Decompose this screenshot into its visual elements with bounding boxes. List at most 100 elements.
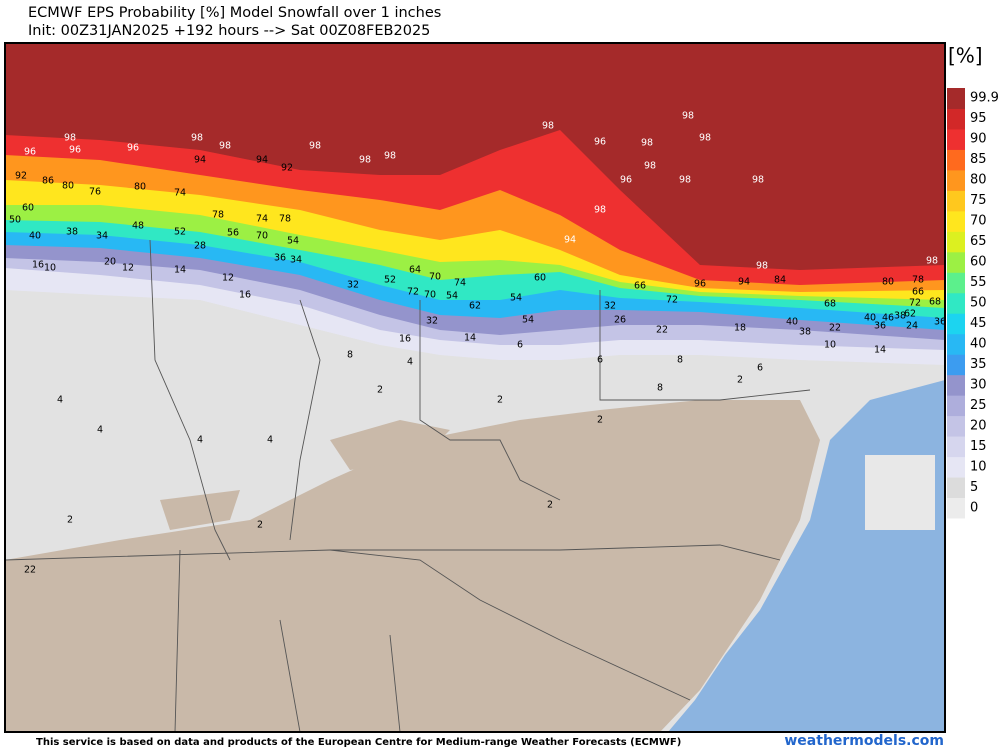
colorbar-label: 80	[970, 173, 987, 188]
map-label: 34	[96, 231, 108, 242]
colorbar-label: 99.9	[970, 91, 999, 106]
map-label: 36	[874, 321, 886, 332]
map-label: 80	[134, 182, 146, 193]
map-label: 98	[926, 256, 938, 267]
map-label: 52	[384, 275, 396, 286]
map-label: 4	[197, 435, 203, 446]
map-label: 48	[132, 221, 144, 232]
map-label: 4	[267, 435, 273, 446]
map-label: 96	[127, 143, 139, 154]
colorbar-swatch	[947, 415, 965, 437]
map-label: 94	[564, 235, 576, 246]
colorbar-label: 45	[970, 316, 987, 331]
title: ECMWF EPS Probability [%] Model Snowfall…	[28, 5, 441, 21]
colorbar-label: 0	[970, 500, 978, 515]
map-label: 16	[399, 334, 411, 345]
map-label: 96	[24, 147, 36, 158]
ocean-cells	[865, 455, 935, 530]
colorbar-swatch	[947, 210, 965, 232]
colorbar-label: 95	[970, 111, 987, 126]
map-label: 78	[912, 275, 924, 286]
colorbar-swatch	[947, 272, 965, 294]
map-label: 10	[44, 263, 56, 274]
map-label: 94	[738, 277, 750, 288]
borders	[5, 239, 811, 732]
colorbar-swatch	[947, 108, 965, 130]
colorbar-label: 85	[970, 152, 987, 167]
map-label: 98	[679, 175, 691, 186]
map-label: 80	[62, 181, 74, 192]
map-label: 38	[66, 227, 78, 238]
colorbar-swatch	[947, 497, 965, 519]
map-label: 38	[799, 327, 811, 338]
colorbar-swatch	[947, 88, 965, 109]
map-label: 2	[737, 375, 743, 386]
colorbar-label: 5	[970, 480, 978, 495]
map-label: 98	[384, 151, 396, 162]
map-label: 32	[604, 301, 616, 312]
map-label: 4	[97, 425, 103, 436]
map-label: 8	[677, 355, 683, 366]
map-label: 8	[347, 350, 353, 361]
map-label: 70	[256, 231, 268, 242]
map-label: 80	[882, 277, 894, 288]
map-label: 98	[191, 133, 203, 144]
map-label: 10	[824, 340, 836, 351]
map-label: 38	[894, 311, 906, 322]
map-label: 98	[641, 138, 653, 149]
map-label: 2	[597, 415, 603, 426]
map-label: 22	[829, 323, 841, 334]
colorbar-label: 90	[970, 132, 987, 147]
colorbar-swatch	[947, 313, 965, 335]
colorbar-label: 55	[970, 275, 987, 290]
map-label: 96	[694, 279, 706, 290]
colorbar-label: 50	[970, 296, 987, 311]
map-label: 94	[194, 155, 206, 166]
colorbar-swatch	[947, 169, 965, 191]
map-label: 72	[666, 295, 678, 306]
map-label: 36	[934, 317, 946, 328]
map-label: 70	[424, 290, 436, 301]
map-label: 50	[9, 215, 21, 226]
colorbar: 0 5 10 15 20 25 30 35 40 45 50 55 60 65 70 75 80 85 90 95 99…	[947, 88, 999, 519]
map-label: 14	[874, 345, 886, 356]
map-label: 54	[522, 315, 534, 326]
map-label: 98	[309, 141, 321, 152]
colorbar-label: 75	[970, 193, 987, 208]
map-label: 64	[409, 265, 421, 276]
map-label: 98	[594, 205, 606, 216]
map-label: 98	[219, 141, 231, 152]
map-label: 22	[24, 565, 36, 576]
map-label: 6	[757, 363, 763, 374]
colorbar-label: 20	[970, 418, 987, 433]
map-label: 74	[174, 188, 186, 199]
probability-bands	[5, 43, 945, 365]
map-label: 40	[864, 313, 876, 324]
colorbar-label: 40	[970, 336, 987, 351]
map-label: 66	[634, 281, 646, 292]
map-label: 74	[256, 214, 268, 225]
colorbar-swatch	[947, 354, 965, 376]
map-label: 98	[644, 161, 656, 172]
colorbar-swatch	[947, 149, 965, 171]
map-label: 46	[882, 313, 894, 324]
map-label: 76	[89, 187, 101, 198]
colorbar-swatch	[947, 374, 965, 396]
colorbar-label: 70	[970, 214, 987, 229]
map-label: 4	[57, 395, 63, 406]
map-label: 34	[290, 255, 302, 266]
map-label: 2	[257, 520, 263, 531]
colorbar-label: 15	[970, 439, 987, 454]
map-label: 2	[377, 385, 383, 396]
map-label: 62	[904, 309, 916, 320]
colorbar-swatch	[947, 477, 965, 499]
map-label: 2	[67, 515, 73, 526]
map-label: 2	[547, 500, 553, 511]
terrain	[160, 420, 600, 530]
map-label: 40	[786, 317, 798, 328]
map-label: 12	[122, 263, 134, 274]
map-label: 54	[287, 236, 299, 247]
